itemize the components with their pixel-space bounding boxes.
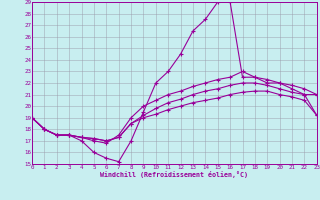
X-axis label: Windchill (Refroidissement éolien,°C): Windchill (Refroidissement éolien,°C) <box>100 171 248 178</box>
